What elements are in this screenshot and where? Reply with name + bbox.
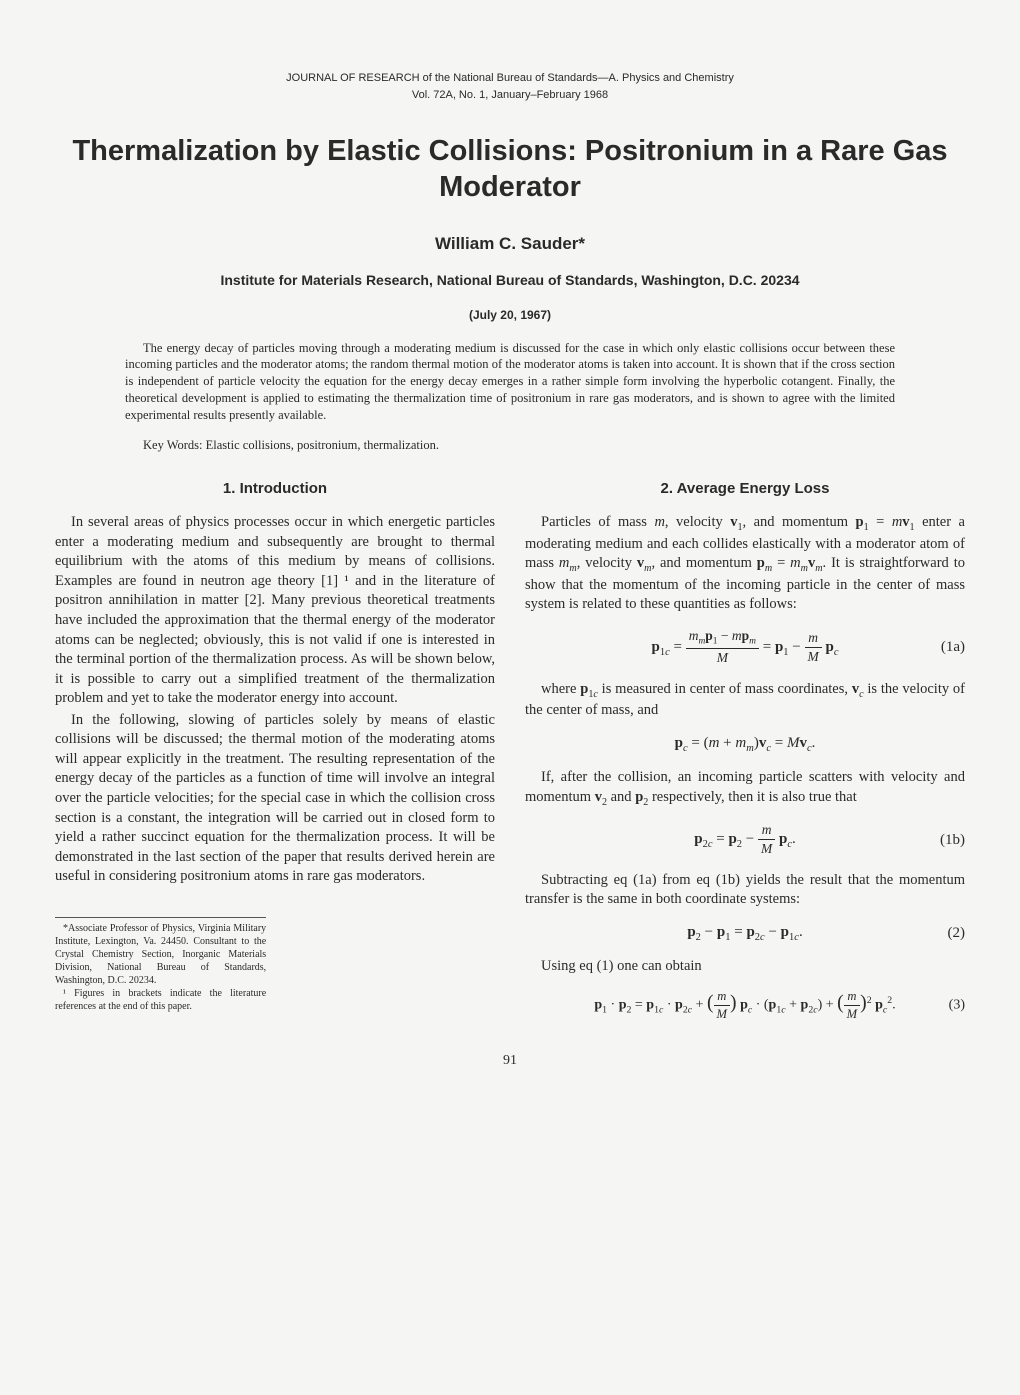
eq-num-1a: (1a) xyxy=(941,637,965,657)
eq-num-2: (2) xyxy=(948,923,966,943)
journal-header: JOURNAL OF RESEARCH of the National Bure… xyxy=(55,70,965,103)
footnote-2: ¹ Figures in brackets indicate the liter… xyxy=(55,987,266,1013)
equation-pc: pc = (m + mm)vc = Mvc. xyxy=(525,733,965,756)
main-title: Thermalization by Elastic Collisions: Po… xyxy=(55,133,965,206)
section1-para2: In the following, slowing of particles s… xyxy=(55,711,495,887)
section2-para1: Particles of mass m, velocity v1, and mo… xyxy=(525,513,965,615)
left-column: 1. Introduction In several areas of phys… xyxy=(55,479,495,1036)
author: William C. Sauder* xyxy=(55,234,965,254)
keywords: Key Words: Elastic collisions, positroni… xyxy=(125,438,895,453)
right-column: 2. Average Energy Loss Particles of mass… xyxy=(525,479,965,1036)
section2-heading: 2. Average Energy Loss xyxy=(525,479,965,499)
footnotes: *Associate Professor of Physics, Virgini… xyxy=(55,917,266,1013)
page-number: 91 xyxy=(55,1053,965,1069)
section2-para3: If, after the collision, an incoming par… xyxy=(525,768,965,809)
footnote-1: *Associate Professor of Physics, Virgini… xyxy=(55,922,266,987)
section2-para2: where p1c is measured in center of mass … xyxy=(525,680,965,721)
journal-line2: Vol. 72A, No. 1, January–February 1968 xyxy=(55,87,965,104)
equation-1a: p1c = mmp1 − mpmM = p1 − mM pc (1a) xyxy=(525,627,965,668)
eq-num-1b: (1b) xyxy=(940,830,965,850)
section1-para1: In several areas of physics processes oc… xyxy=(55,513,495,709)
date: (July 20, 1967) xyxy=(55,308,965,322)
abstract: The energy decay of particles moving thr… xyxy=(125,340,895,424)
section2-para5: Using eq (1) one can obtain xyxy=(525,957,965,977)
two-column-body: 1. Introduction In several areas of phys… xyxy=(55,479,965,1036)
journal-line1: JOURNAL OF RESEARCH of the National Bure… xyxy=(55,70,965,87)
section2-para4: Subtracting eq (1a) from eq (1b) yields … xyxy=(525,871,965,910)
section1-heading: 1. Introduction xyxy=(55,479,495,499)
equation-2: p2 − p1 = p2c − p1c. (2) xyxy=(525,922,965,945)
affiliation: Institute for Materials Research, Nation… xyxy=(55,272,965,288)
equation-3: p1 · p2 = p1c · p2c + (mM) pc · (p1c + p… xyxy=(525,988,965,1023)
equation-1b: p2c = p2 − mM pc. (1b) xyxy=(525,821,965,858)
eq-num-3: (3) xyxy=(949,996,965,1015)
